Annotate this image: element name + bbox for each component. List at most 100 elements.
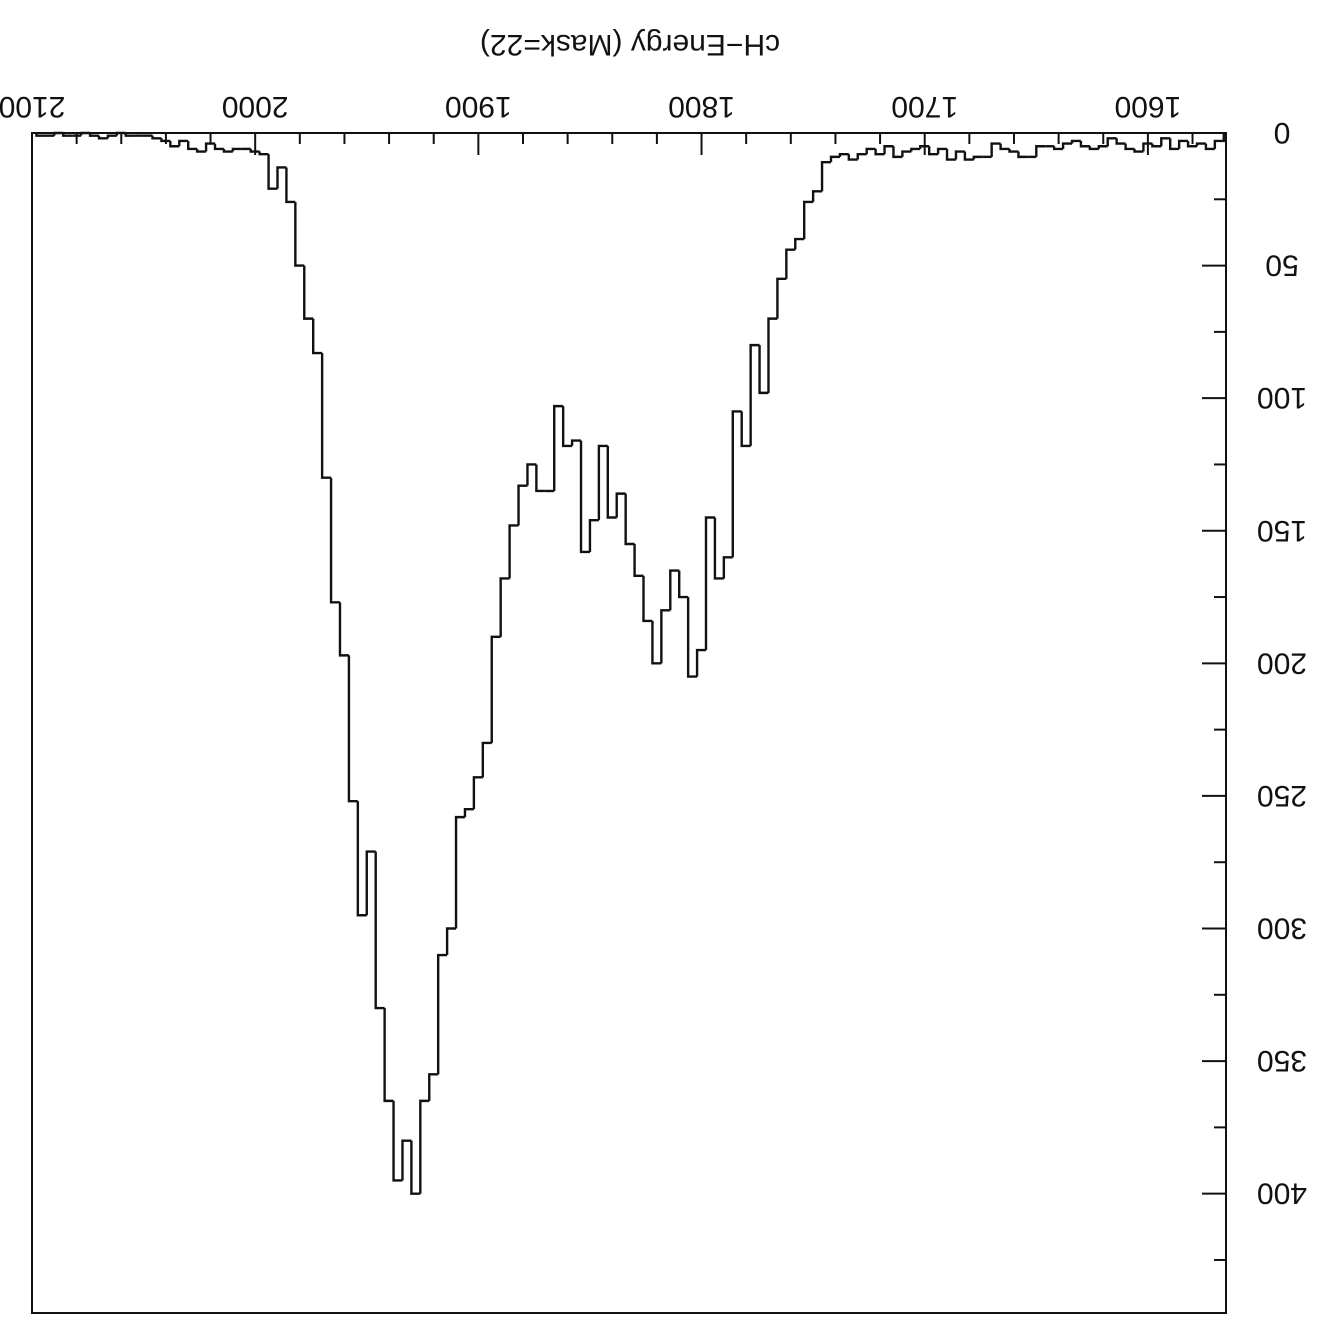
histogram-bin [195,148,207,153]
histogram-bin [35,133,46,137]
histogram-bin [570,439,582,446]
histogram-bin [865,147,876,155]
histogram-bin [642,575,653,623]
histogram-bin [1124,143,1135,151]
histogram-bin [481,741,492,778]
histogram-bin [312,318,323,355]
histogram-bin [1052,146,1064,151]
histogram-bin [669,569,680,611]
histogram-bin [1133,148,1144,153]
histogram-bin [758,345,769,395]
y-tick-label: 100 [1257,381,1307,414]
histogram-bin [1186,140,1197,148]
histogram-bin [508,524,519,579]
histogram-bin [535,464,546,493]
histogram-bin [1008,148,1019,153]
histogram-bin [329,477,340,604]
histogram-bin [597,444,608,521]
histogram-bin [767,317,778,393]
histogram-bin [1017,151,1028,159]
histogram-bin [901,150,912,157]
y-tick-label: 150 [1257,514,1307,547]
histogram-bin [347,655,358,803]
histogram-bin [1169,138,1180,151]
histogram-bin [910,147,921,152]
histogram-bin [187,140,198,151]
histogram-bin [651,620,662,665]
histogram-bin [79,131,91,136]
histogram-bin [615,492,626,518]
histogram-bin [1160,137,1171,147]
histogram-bin [829,155,840,163]
histogram-bin [463,807,474,818]
histogram-bin [749,343,760,446]
histogram-bin [285,167,296,204]
histogram-bin [633,544,644,578]
histogram-bin [1106,137,1117,147]
x-tick-label: 1800 [668,90,735,123]
histogram-bin [526,463,537,486]
histogram-bin [419,1099,430,1194]
histogram-bin [249,148,260,153]
histogram-bin [704,516,715,651]
histogram-bin [303,265,314,320]
histogram-bin [624,493,635,546]
histogram-bin [936,147,948,155]
histogram-bin [115,131,126,136]
histogram-bin [1061,142,1073,149]
y-tick-label: 50 [1265,249,1298,282]
plot-frame [31,132,1227,1314]
histogram-bin [802,200,814,240]
histogram-bin [499,577,510,637]
histogram-bin [999,143,1010,151]
histogram-bin [847,154,858,161]
histogram-bin [1070,139,1081,144]
histogram-bin [445,927,457,956]
histogram-bin [320,353,332,479]
histogram-bin [561,406,573,448]
histogram-bin [401,1139,412,1181]
histogram-bin [231,147,242,152]
histogram-bin [776,277,787,319]
histogram-bin [972,155,983,160]
histogram-bin [695,648,706,677]
histogram-bin [954,150,965,160]
histogram-bin [919,145,930,149]
histogram-bin [811,190,823,202]
histogram-bin [383,1008,394,1103]
histogram-bin [1195,142,1206,147]
histogram-bin [874,148,885,156]
histogram-bin [892,146,903,159]
histogram-bin [276,166,287,189]
histogram-bin [785,248,796,279]
histogram-bin [365,850,376,916]
histogram-bin [1204,143,1215,151]
histogram-bin [856,153,867,160]
histogram-bin [222,148,233,153]
histogram-bin [294,201,305,267]
histogram-bin [1097,145,1108,149]
histogram-bin [124,133,135,137]
histogram-bin [267,154,278,190]
histogram-bin [1079,140,1090,148]
histogram-bin [160,138,171,143]
histogram-bin [927,146,939,156]
histogram-bin [1088,146,1099,151]
histogram-bin [436,953,448,1075]
x-tick-label: 1700 [891,90,958,123]
histogram-bin [410,1140,421,1195]
histogram-bin [883,145,894,155]
histogram-bin [428,1073,439,1101]
x-tick-label: 1600 [1115,90,1182,123]
histogram-bin [660,609,671,664]
histogram-bin [722,556,733,579]
histogram-bin [106,134,117,139]
histogram-bin [1151,143,1162,148]
histogram-bin [213,143,224,151]
histogram-bin [678,570,689,599]
y-tick-label: 200 [1257,646,1307,679]
histogram-bin [356,801,367,917]
histogram-bin [963,151,974,161]
histogram-bin [53,131,64,136]
